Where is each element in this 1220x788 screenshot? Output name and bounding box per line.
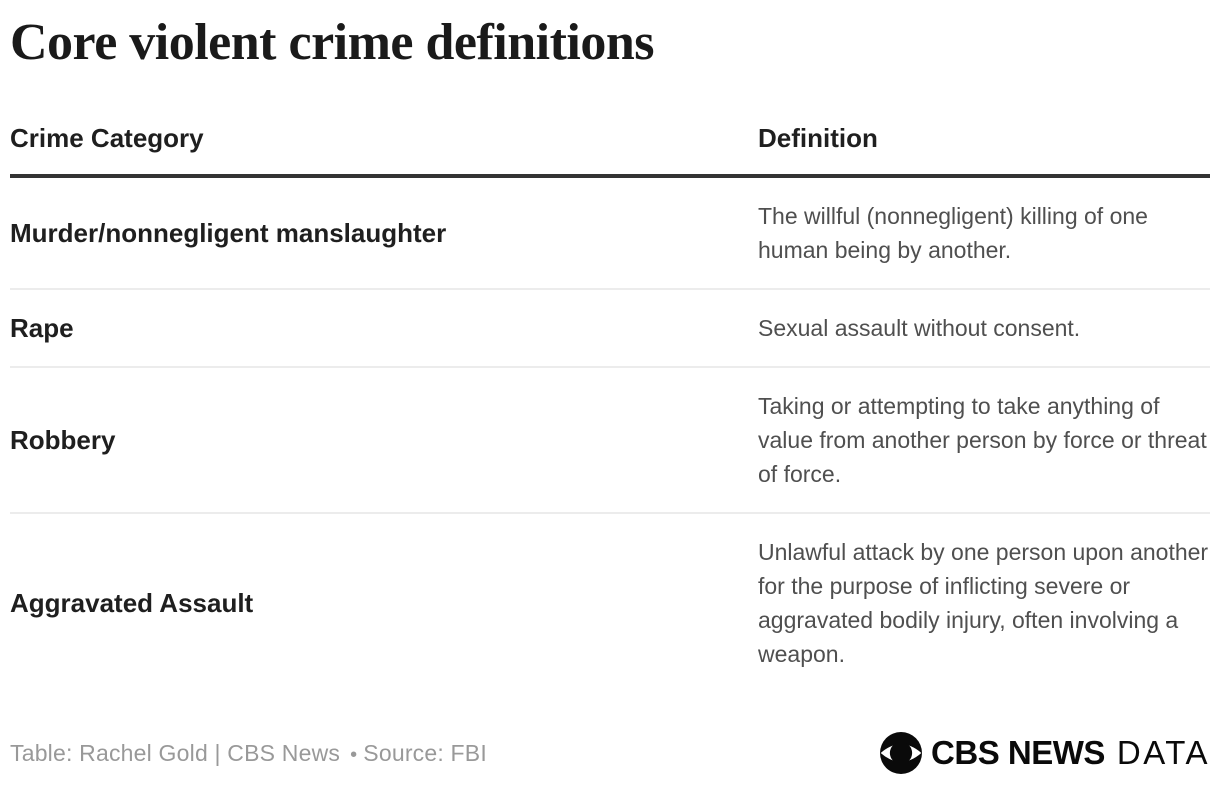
definition-cell: The willful (nonnegligent) killing of on… (758, 203, 1148, 264)
table-row-robbery: Robbery Taking or attempting to take any… (10, 368, 1210, 515)
crime-category-cell: Robbery (10, 424, 116, 455)
table-header-row: Crime Category Definition (10, 123, 1210, 179)
crime-category-cell: Murder/nonnegligent manslaughter (10, 217, 447, 248)
column-header-definition: Definition (758, 123, 878, 154)
logo-brand-light: DATA (1116, 734, 1210, 771)
table-credit: Table: Rachel Gold | CBS News (10, 739, 341, 766)
table-row-aggravated-assault: Aggravated Assault Unlawful attack by on… (10, 514, 1210, 692)
credit-separator: • (350, 743, 358, 766)
logo-brand-bold: CBS NEWS (931, 734, 1105, 771)
definition-cell: Taking or attempting to take anything of… (758, 393, 1207, 488)
source-credit: Source: FBI (363, 739, 487, 766)
footer: Table: Rachel Gold | CBS News • Source: FB… (10, 732, 1210, 776)
table-row-murder: Murder/nonnegligent manslaughter The wil… (10, 178, 1210, 291)
definitions-table: Crime Category Definition Murder/nonnegl… (10, 123, 1210, 692)
cbs-news-data-logo: CBS NEWS DATA (880, 732, 1210, 774)
page-title: Core violent crime definitions (10, 14, 655, 71)
column-header-crime-category: Crime Category (10, 123, 204, 154)
definition-cell: Sexual assault without consent. (758, 315, 1081, 342)
table-row-rape: Rape Sexual assault without consent. (10, 290, 1210, 369)
crime-category-cell: Rape (10, 312, 74, 343)
cbs-eye-icon (880, 732, 923, 774)
credit-line: Table: Rachel Gold | CBS News • Source: FB… (10, 740, 487, 767)
definition-cell: Unlawful attack by one person upon anoth… (758, 539, 1209, 668)
crime-category-cell: Aggravated Assault (10, 587, 254, 618)
